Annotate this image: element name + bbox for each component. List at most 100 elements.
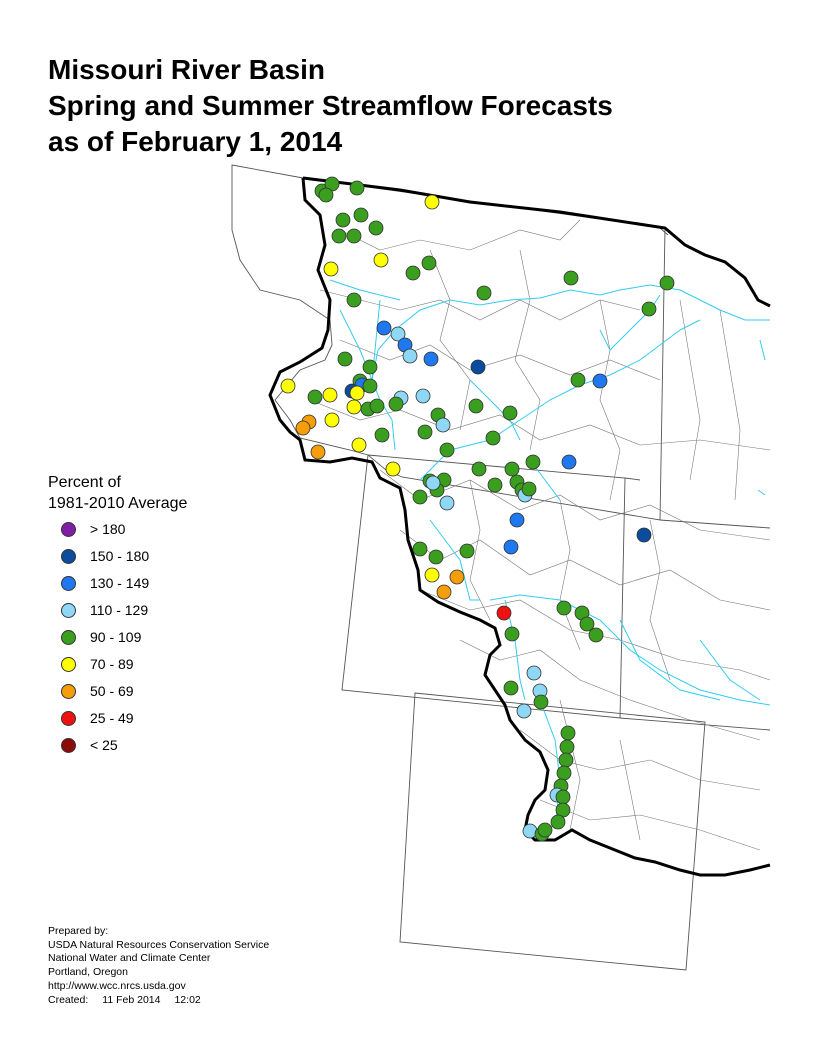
station-marker bbox=[550, 814, 566, 830]
station-marker bbox=[331, 228, 347, 244]
station-marker bbox=[362, 378, 378, 394]
basin-boundary bbox=[268, 176, 771, 877]
legend-item: < 25 bbox=[48, 737, 187, 765]
station-marker bbox=[468, 398, 484, 414]
rivers bbox=[329, 279, 771, 831]
credits-location: Portland, Oregon bbox=[48, 966, 128, 979]
legend-swatch bbox=[61, 549, 76, 564]
station-marker bbox=[424, 567, 440, 583]
legend-item: 110 - 129 bbox=[48, 602, 187, 630]
station-marker bbox=[346, 399, 362, 415]
station-marker bbox=[374, 427, 390, 443]
legend-item: 50 - 69 bbox=[48, 683, 187, 711]
station-marker bbox=[516, 703, 532, 719]
legend-swatch bbox=[61, 630, 76, 645]
station-marker bbox=[439, 442, 455, 458]
station-marker bbox=[323, 261, 339, 277]
legend-label: 50 - 69 bbox=[90, 683, 134, 699]
station-marker bbox=[487, 477, 503, 493]
station-marker bbox=[425, 475, 441, 491]
state-boundaries bbox=[231, 164, 771, 971]
dakota-line bbox=[624, 227, 771, 529]
station-marker bbox=[353, 207, 369, 223]
credits-url: http://www.wcc.nrcs.usda.gov bbox=[48, 979, 186, 992]
station-marker bbox=[503, 680, 519, 696]
legend-swatch bbox=[61, 684, 76, 699]
station-marker bbox=[405, 265, 421, 281]
station-marker bbox=[659, 275, 675, 291]
created-label: Created: bbox=[48, 993, 89, 1006]
station-marker bbox=[280, 378, 296, 394]
station-marker bbox=[470, 359, 486, 375]
station-marker bbox=[346, 228, 362, 244]
station-marker bbox=[337, 351, 353, 367]
legend-swatch bbox=[61, 603, 76, 618]
station-marker bbox=[417, 424, 433, 440]
station-marker bbox=[558, 752, 574, 768]
station-marker bbox=[346, 292, 362, 308]
legend-item: 90 - 109 bbox=[48, 629, 187, 657]
legend-swatch bbox=[61, 657, 76, 672]
created-date: 11 Feb 2014 bbox=[102, 993, 161, 1006]
legend-label: 25 - 49 bbox=[90, 710, 134, 726]
station-marker bbox=[503, 539, 519, 555]
station-marker bbox=[561, 454, 577, 470]
station-marker bbox=[533, 694, 549, 710]
legend-label: 150 - 180 bbox=[90, 548, 150, 564]
station-marker bbox=[362, 359, 378, 375]
station-marker bbox=[421, 255, 437, 271]
station-marker bbox=[537, 822, 553, 838]
station-marker bbox=[318, 187, 334, 203]
station-marker bbox=[560, 725, 576, 741]
station-marker bbox=[439, 495, 455, 511]
station-marker bbox=[555, 789, 571, 805]
legend-title: Percent of 1981-2010 Average bbox=[48, 472, 187, 514]
station-marker bbox=[471, 461, 487, 477]
credits-prepared-by: Prepared by: bbox=[48, 925, 109, 937]
station-marker bbox=[509, 512, 525, 528]
legend-item: 70 - 89 bbox=[48, 656, 187, 684]
yellowstone-river bbox=[419, 319, 701, 481]
missouri-river bbox=[371, 284, 770, 451]
map-title: Missouri River Basin Spring and Summer S… bbox=[48, 52, 613, 160]
legend-item: 130 - 149 bbox=[48, 575, 187, 603]
station-marker bbox=[459, 543, 475, 559]
station-marker bbox=[335, 212, 351, 228]
station-marker bbox=[307, 389, 323, 405]
station-marker bbox=[436, 584, 452, 600]
legend: Percent of 1981-2010 Average > 180 150 -… bbox=[48, 472, 187, 765]
station-marker bbox=[324, 412, 340, 428]
station-marker bbox=[570, 372, 586, 388]
station-marker bbox=[504, 461, 520, 477]
station-marker bbox=[385, 461, 401, 477]
credits-agency: USDA Natural Resources Conservation Serv… bbox=[48, 938, 270, 951]
legend-item: 25 - 49 bbox=[48, 710, 187, 738]
station-marker bbox=[521, 481, 537, 497]
legend-swatch bbox=[61, 576, 76, 591]
station-marker bbox=[376, 320, 392, 336]
created-time: 12:02 bbox=[174, 993, 201, 1006]
station-marker bbox=[504, 626, 520, 642]
station-marker bbox=[476, 285, 492, 301]
station-marker bbox=[415, 388, 431, 404]
credits-block: Prepared by: USDA Natural Resources Cons… bbox=[48, 925, 269, 1007]
nebraska-line bbox=[619, 717, 771, 731]
station-marker bbox=[556, 765, 572, 781]
station-marker bbox=[428, 549, 444, 565]
credits-created: Created: 11 Feb 2014 12:02 bbox=[48, 994, 269, 1008]
station-marker bbox=[351, 437, 367, 453]
legend-label: 70 - 89 bbox=[90, 656, 134, 672]
title-line-3: as of February 1, 2014 bbox=[48, 126, 343, 157]
station-markers bbox=[280, 176, 675, 842]
legend-title-line-1: Percent of bbox=[48, 474, 121, 491]
title-line-1: Missouri River Basin bbox=[48, 54, 325, 85]
colorado-outline bbox=[399, 692, 706, 971]
station-marker bbox=[435, 417, 451, 433]
station-marker bbox=[525, 454, 541, 470]
station-marker bbox=[373, 252, 389, 268]
station-marker bbox=[390, 326, 406, 342]
platte-river bbox=[489, 594, 771, 706]
legend-swatch bbox=[61, 711, 76, 726]
station-marker bbox=[449, 569, 465, 585]
montana-outline bbox=[231, 164, 666, 521]
